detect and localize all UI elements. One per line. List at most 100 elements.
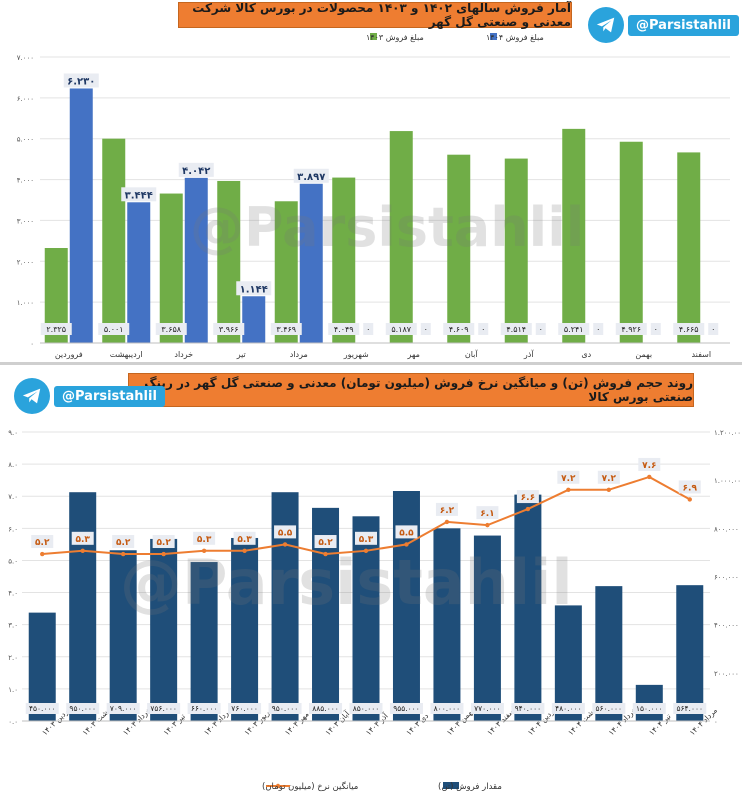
data-label-bg — [673, 703, 707, 714]
bar-1403 — [159, 193, 183, 343]
volume-data-label: ۴۵۰.۰۰۰ — [29, 704, 56, 713]
volume-bar — [514, 494, 542, 721]
data-label-1403: ۵.۲۴۱ — [564, 325, 584, 334]
data-label-bg — [66, 703, 100, 714]
price-point — [80, 548, 85, 554]
data-label-bg — [112, 535, 135, 549]
price-data-label: ۵.۳ — [359, 535, 374, 545]
data-label-bg — [597, 470, 620, 484]
y-tick-label: ۶.۰۰۰ — [17, 95, 34, 103]
price-point — [606, 487, 612, 492]
data-label-1403: ۴.۶۶۵ — [679, 325, 699, 334]
chart-title: روند حجم فروش (تن) و میانگین نرخ فروش (م… — [128, 373, 694, 407]
data-label-bg — [430, 703, 464, 714]
legend-label: مبلغ فروش ۱۴۰۴ — [486, 33, 544, 42]
y-left-tick-label: ۶.۰ — [8, 525, 18, 533]
bar-1404 — [242, 296, 266, 343]
data-label-bg — [274, 525, 297, 539]
price-point — [444, 519, 450, 525]
volume-data-label: ۶۶۰.۰۰۰ — [191, 704, 218, 713]
data-label-bg — [708, 323, 719, 335]
x-tick-label: تیر — [236, 350, 246, 359]
data-label-bg — [71, 531, 94, 545]
data-label-1404: ۰ — [366, 325, 370, 334]
price-point — [687, 497, 692, 502]
chart-title: آمار فروش سالهای ۱۴۰۲ و ۱۴۰۳ محصولات در … — [178, 1, 572, 29]
data-label-1403: ۳.۶۵۸ — [161, 325, 181, 334]
data-label-1403: ۲.۳۲۵ — [46, 325, 66, 334]
data-label-bg — [178, 162, 214, 177]
price-data-label: ۵.۳ — [237, 535, 252, 545]
data-label-bg — [40, 323, 72, 335]
volume-data-label: ۷۵۶.۰۰۰ — [150, 704, 177, 713]
price-point — [525, 506, 531, 512]
data-label-1403: ۴.۹۲۶ — [621, 325, 641, 334]
volume-bar — [69, 492, 97, 721]
volume-bar — [433, 528, 461, 721]
bar-1404 — [299, 183, 323, 343]
volume-bar — [109, 550, 137, 721]
price-data-label: ۵.۲ — [156, 538, 171, 548]
data-label-1404: ۰ — [596, 325, 600, 334]
price-point — [201, 548, 207, 554]
bar-1403 — [217, 180, 241, 343]
price-data-label: ۵.۵ — [278, 528, 293, 538]
bar-1403 — [447, 154, 471, 343]
y-left-tick-label: ۸.۰ — [8, 461, 18, 469]
data-label-bg — [557, 470, 580, 484]
volume-bar — [554, 605, 582, 721]
data-label-bg — [228, 703, 262, 714]
data-label-bg — [155, 323, 187, 335]
volume-data-label: ۹۵۵.۰۰۰ — [393, 704, 420, 713]
data-label-bg — [389, 703, 423, 714]
price-data-label: ۶.۱ — [480, 509, 494, 519]
data-label-bg — [98, 323, 130, 335]
volume-data-label: ۵۶۴.۰۰۰ — [676, 704, 703, 713]
volume-bar — [635, 684, 663, 721]
data-label-bg — [470, 703, 504, 714]
volume-bar — [352, 516, 380, 721]
price-point — [566, 487, 571, 492]
x-tick-label: اردیبهشت — [110, 350, 143, 359]
data-label-bg — [500, 323, 532, 335]
data-label-1404: ۶.۲۳۰ — [67, 76, 95, 87]
price-point — [404, 542, 409, 547]
y-right-tick-label: ۰ — [714, 718, 718, 726]
bar-1404 — [69, 88, 93, 344]
data-label-bg — [106, 703, 140, 714]
channel-handle[interactable]: @Parsistahlil — [54, 385, 165, 407]
telegram-channel-badge[interactable]: @Parsistahlil — [14, 378, 165, 414]
bar-1403 — [274, 201, 298, 343]
data-label-1403: ۴.۵۱۴ — [506, 325, 526, 334]
data-label-bg — [535, 323, 546, 335]
volume-bar — [231, 537, 259, 721]
volume-data-label: ۱۵۰.۰۰۰ — [636, 704, 663, 713]
volume-data-label: ۸۰۰.۰۰۰ — [434, 704, 461, 713]
data-label-bg — [551, 703, 585, 714]
channel-handle[interactable]: @Parsistahlil — [628, 14, 739, 36]
y-tick-label: ۵.۰۰۰ — [17, 136, 34, 144]
x-tick-label: خرداد — [174, 350, 193, 359]
y-tick-label: ۴.۰۰۰ — [17, 177, 34, 185]
bar-1403 — [332, 177, 356, 343]
data-label-1404: ۰ — [711, 325, 715, 334]
telegram-icon — [14, 378, 50, 414]
price-point — [323, 551, 328, 557]
bar-1403 — [504, 158, 528, 343]
legend-swatch — [443, 782, 459, 789]
x-tick-label: اسفند — [691, 350, 711, 359]
y-right-tick-label: ۱.۰۰۰.۰۰۰ — [714, 477, 742, 485]
y-tick-label: ۷.۰۰۰ — [17, 54, 34, 62]
data-label-1404: ۰ — [654, 325, 658, 334]
x-tick-label: دی — [581, 350, 591, 359]
price-data-label: ۷.۲ — [602, 474, 617, 484]
data-label-bg — [511, 703, 545, 714]
y-left-tick-label: ۴.۰ — [8, 590, 18, 598]
data-label-bg — [476, 506, 499, 520]
data-label-1404: ۳.۴۴۴ — [125, 190, 153, 201]
telegram-icon — [588, 7, 624, 43]
volume-data-label: ۵۶۰.۰۰۰ — [596, 704, 623, 713]
telegram-channel-badge[interactable]: @Parsistahlil — [588, 7, 739, 43]
volume-bar — [28, 612, 56, 721]
y-left-tick-label: ۹.۰ — [8, 429, 18, 437]
